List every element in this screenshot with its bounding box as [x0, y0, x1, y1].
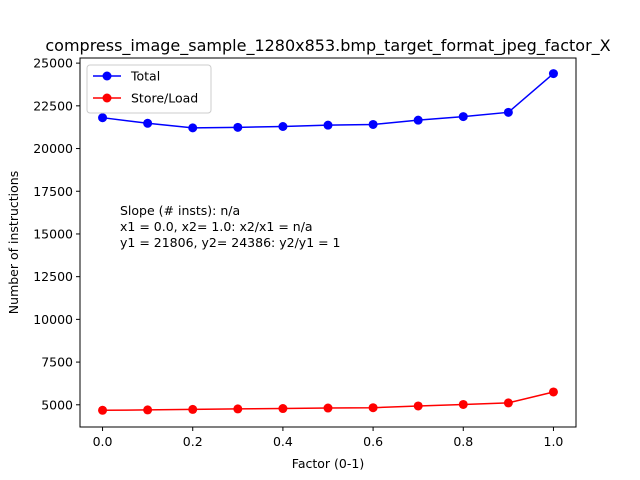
data-point-store-load [323, 403, 333, 413]
data-point-store-load [278, 404, 288, 414]
data-point-total [143, 118, 153, 128]
x-tick-label: 0.6 [363, 434, 383, 449]
y-tick-label: 20000 [33, 141, 73, 156]
data-point-total [503, 107, 513, 117]
x-tick-label: 0.8 [453, 434, 473, 449]
data-point-store-load [503, 398, 513, 408]
data-point-store-load [98, 405, 108, 415]
data-point-store-load [368, 403, 378, 413]
data-point-total [458, 112, 468, 122]
data-point-store-load [548, 387, 558, 397]
annotation-line-3: y1 = 21806, y2= 24386: y2/y1 = 1 [120, 235, 341, 250]
chart-title: compress_image_sample_1280x853.bmp_targe… [45, 36, 610, 56]
data-point-store-load [458, 399, 468, 409]
data-point-total [233, 122, 243, 132]
legend: Total Store/Load [86, 64, 212, 114]
data-point-total [413, 115, 423, 125]
y-tick-label: 5000 [41, 397, 73, 412]
x-tick-label: 0.2 [183, 434, 203, 449]
data-point-total [278, 122, 288, 132]
data-point-store-load [143, 405, 153, 415]
data-point-store-load [413, 401, 423, 411]
data-point-store-load [233, 404, 243, 414]
y-axis: 5000 7500 10000 12500 15000 17500 20000 22500 25… [33, 56, 80, 412]
annotation-line-2: x1 = 0.0, x2= 1.0: x2/x1 = n/a [120, 219, 313, 234]
plot-frame [79, 57, 577, 428]
y-tick-label: 12500 [33, 269, 73, 284]
data-point-total [368, 119, 378, 129]
y-tick-label: 10000 [33, 312, 73, 327]
y-tick-label: 15000 [33, 226, 73, 241]
y-tick-label: 7500 [41, 355, 73, 370]
x-tick-label: 0.4 [273, 434, 293, 449]
data-point-total [188, 123, 198, 133]
data-point-total [323, 120, 333, 130]
legend-marker-store-load [102, 93, 112, 103]
y-tick-label: 25000 [33, 56, 73, 71]
plot-area [79, 57, 577, 428]
legend-label-store-load: Store/Load [131, 91, 198, 106]
y-tick-label: 22500 [33, 98, 73, 113]
data-point-total [548, 69, 558, 79]
y-tick-label: 17500 [33, 184, 73, 199]
x-tick-label: 0.0 [93, 434, 113, 449]
x-tick-label: 1.0 [544, 434, 564, 449]
legend-marker-total [102, 71, 112, 81]
legend-label-total: Total [130, 69, 160, 84]
data-point-total [98, 113, 108, 123]
y-axis-label: Number of instructions [6, 171, 21, 314]
legend-box [86, 64, 212, 114]
series-layer [98, 69, 558, 415]
x-axis: 0.0 0.2 0.4 0.6 0.8 1.0 [93, 427, 564, 449]
slope-annotation: Slope (# insts): n/a x1 = 0.0, x2= 1.0: … [120, 203, 341, 250]
annotation-line-1: Slope (# insts): n/a [120, 203, 240, 218]
data-point-store-load [188, 404, 198, 414]
x-axis-label: Factor (0-1) [292, 456, 364, 471]
